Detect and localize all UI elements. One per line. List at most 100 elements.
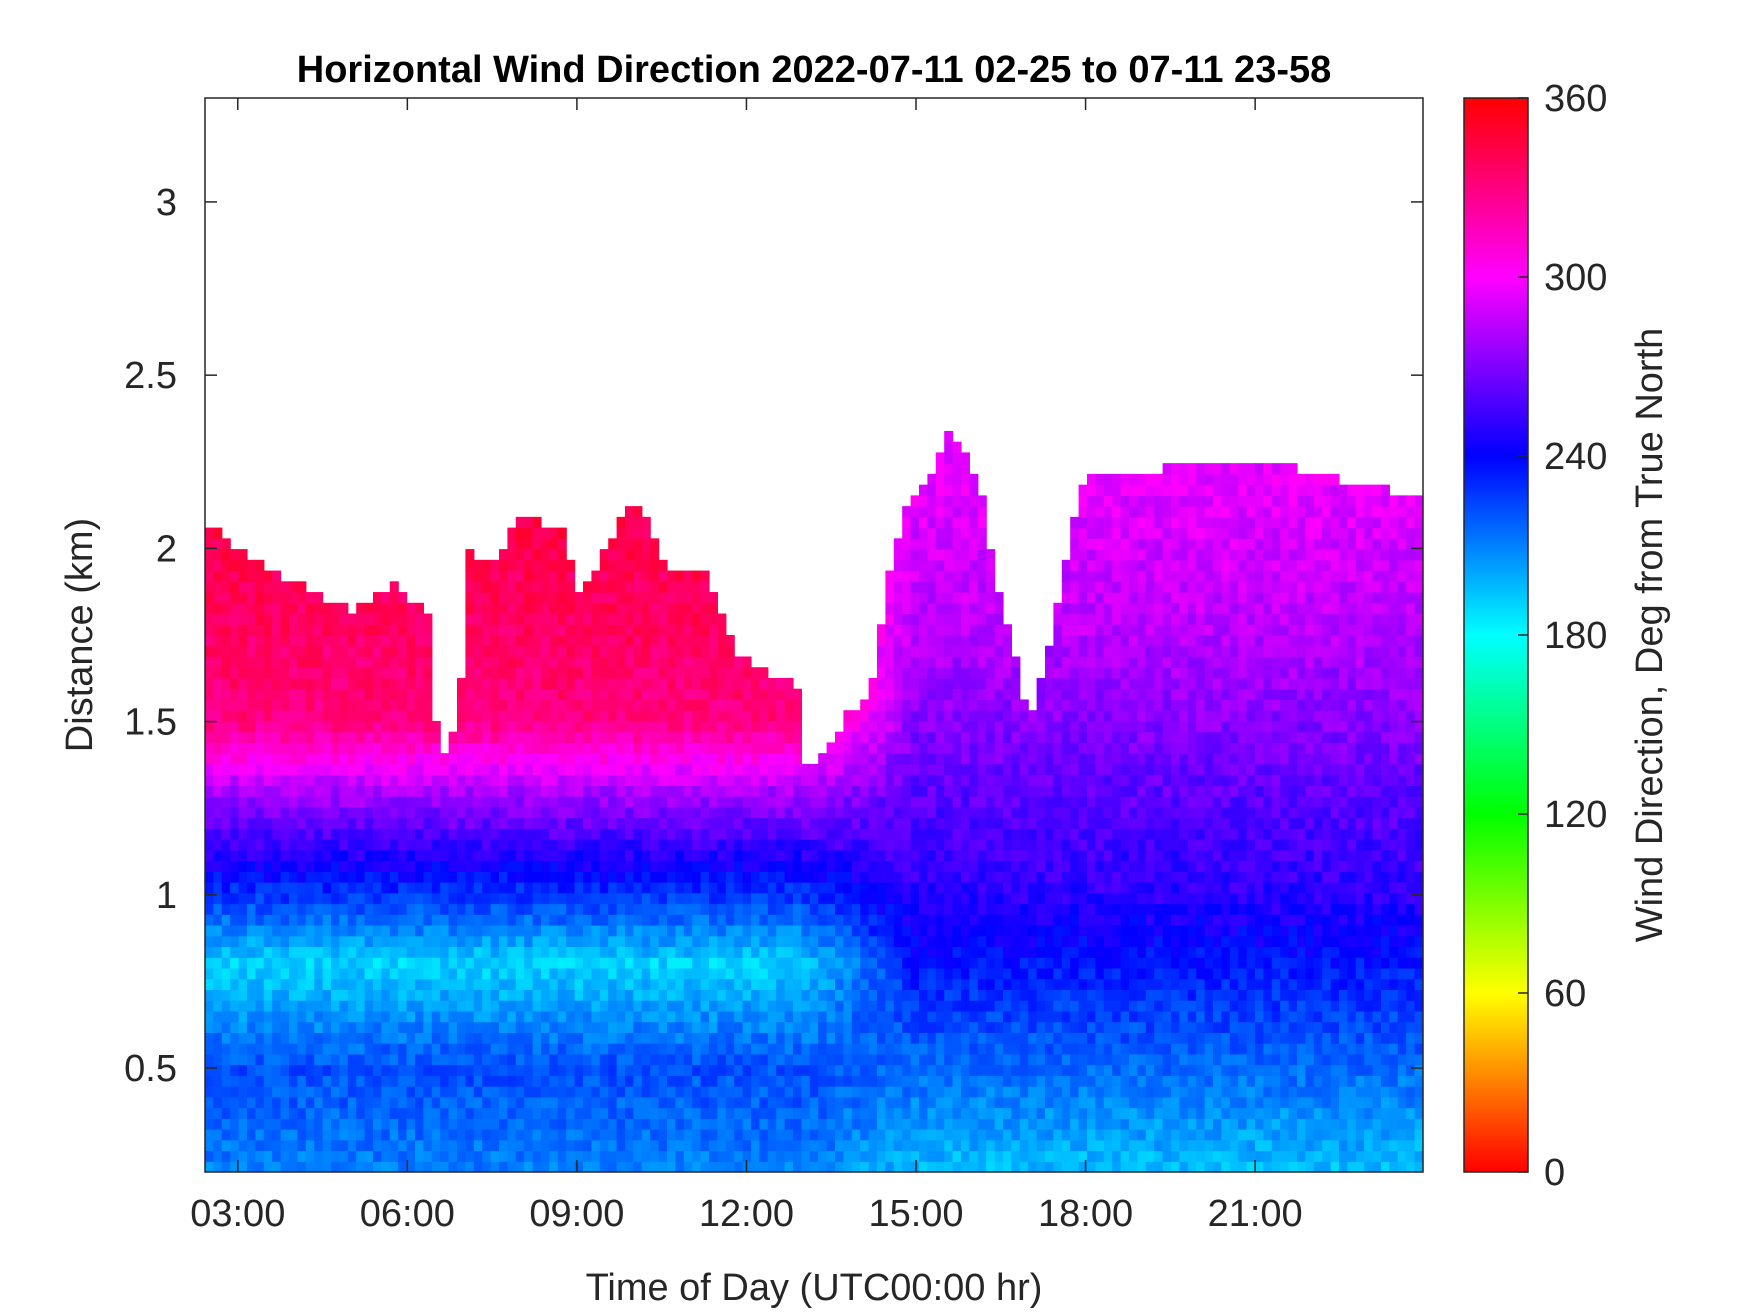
heatmap-cell: [490, 1129, 500, 1141]
heatmap-cell: [482, 796, 492, 808]
heatmap-cell: [356, 967, 366, 980]
heatmap-cell: [314, 871, 324, 883]
heatmap-cell: [650, 753, 660, 765]
heatmap-cell: [381, 1064, 391, 1076]
heatmap-cell: [885, 1043, 895, 1055]
heatmap-cell: [389, 839, 399, 851]
heatmap-cell: [692, 645, 702, 658]
heatmap-cell: [356, 731, 366, 743]
heatmap-cell: [835, 967, 844, 980]
heatmap-cell: [507, 763, 517, 776]
heatmap-cell: [431, 785, 441, 797]
heatmap-cell: [935, 774, 945, 786]
heatmap-cell: [927, 1021, 937, 1033]
heatmap-cell: [532, 774, 542, 786]
heatmap-cell: [524, 1010, 534, 1023]
heatmap-cell: [616, 1139, 626, 1152]
heatmap-cell: [314, 656, 324, 668]
heatmap-cell: [499, 581, 508, 593]
heatmap-cell: [969, 656, 979, 668]
heatmap-cell: [557, 624, 567, 636]
heatmap-cell: [574, 763, 584, 776]
heatmap-cell: [961, 452, 970, 464]
heatmap-cell: [524, 1043, 534, 1055]
heatmap-cell: [398, 817, 408, 829]
heatmap-cell: [381, 1118, 391, 1130]
heatmap-cell: [322, 978, 332, 991]
heatmap-cell: [297, 946, 307, 958]
heatmap-cell: [339, 989, 349, 1001]
heatmap-cell: [482, 645, 492, 658]
heatmap-cell: [398, 785, 408, 797]
heatmap-cell: [784, 774, 794, 786]
heatmap-cell: [843, 839, 853, 851]
heatmap-cell: [826, 849, 836, 862]
heatmap-cell: [339, 1096, 349, 1109]
heatmap-cell: [935, 871, 945, 883]
heatmap-cell: [927, 839, 937, 851]
heatmap-cell: [465, 967, 475, 980]
heatmap-cell: [658, 774, 668, 786]
heatmap-cell: [969, 688, 979, 701]
heatmap-cell: [591, 720, 601, 733]
heatmap-cell: [515, 1075, 525, 1087]
heatmap-cell: [263, 946, 273, 958]
heatmap-cell: [927, 549, 937, 561]
heatmap-cell: [314, 903, 324, 915]
heatmap-cell: [885, 946, 895, 958]
heatmap-cell: [213, 1032, 223, 1044]
heatmap-cell: [608, 806, 618, 819]
heatmap-cell: [692, 1000, 702, 1012]
heatmap-cell: [927, 1053, 937, 1066]
heatmap-cell: [389, 624, 399, 636]
heatmap-cell: [910, 1161, 920, 1172]
heatmap-cell: [658, 892, 668, 905]
heatmap-cell: [515, 516, 525, 529]
heatmap-cell: [364, 1032, 374, 1044]
heatmap-cell: [280, 892, 290, 905]
heatmap-cell: [944, 1107, 954, 1119]
heatmap-cell: [364, 839, 374, 851]
heatmap-cell: [776, 1086, 786, 1098]
heatmap-cell: [272, 774, 282, 786]
heatmap-cell: [507, 613, 517, 625]
heatmap-cell: [793, 806, 802, 819]
heatmap-cell: [877, 1150, 886, 1162]
heatmap-cell: [835, 978, 844, 991]
heatmap-cell: [440, 903, 450, 915]
heatmap-cell: [356, 924, 366, 937]
heatmap-cell: [835, 903, 844, 915]
heatmap-cell: [339, 914, 349, 926]
heatmap-cell: [205, 1096, 214, 1109]
heatmap-cell: [658, 581, 668, 593]
heatmap-cell: [507, 839, 517, 851]
heatmap-cell: [801, 1064, 811, 1076]
heatmap-cell: [650, 935, 660, 948]
heatmap-cell: [860, 731, 870, 743]
heatmap-cell: [415, 1086, 424, 1098]
heatmap-cell: [759, 828, 769, 840]
heatmap-cell: [339, 903, 349, 915]
heatmap-cell: [683, 720, 693, 733]
heatmap-cell: [935, 839, 945, 851]
heatmap-cell: [633, 624, 643, 636]
heatmap-cell: [482, 774, 492, 786]
heatmap-cell: [364, 871, 374, 883]
heatmap-cell: [935, 1139, 945, 1152]
heatmap-cell: [709, 796, 718, 808]
heatmap-cell: [734, 1053, 744, 1066]
heatmap-cell: [860, 817, 870, 829]
heatmap-cell: [944, 613, 954, 625]
heatmap-cell: [213, 753, 223, 765]
heatmap-cell: [314, 592, 324, 604]
heatmap-cell: [944, 506, 954, 518]
heatmap-cell: [314, 817, 324, 829]
heatmap-cell: [574, 978, 584, 991]
heatmap-cell: [927, 538, 937, 550]
heatmap-cell: [969, 1075, 979, 1087]
heatmap-cell: [238, 710, 248, 722]
heatmap-cell: [641, 570, 651, 582]
heatmap-cell: [297, 645, 307, 658]
heatmap-cell: [415, 677, 424, 690]
heatmap-cell: [877, 924, 886, 937]
